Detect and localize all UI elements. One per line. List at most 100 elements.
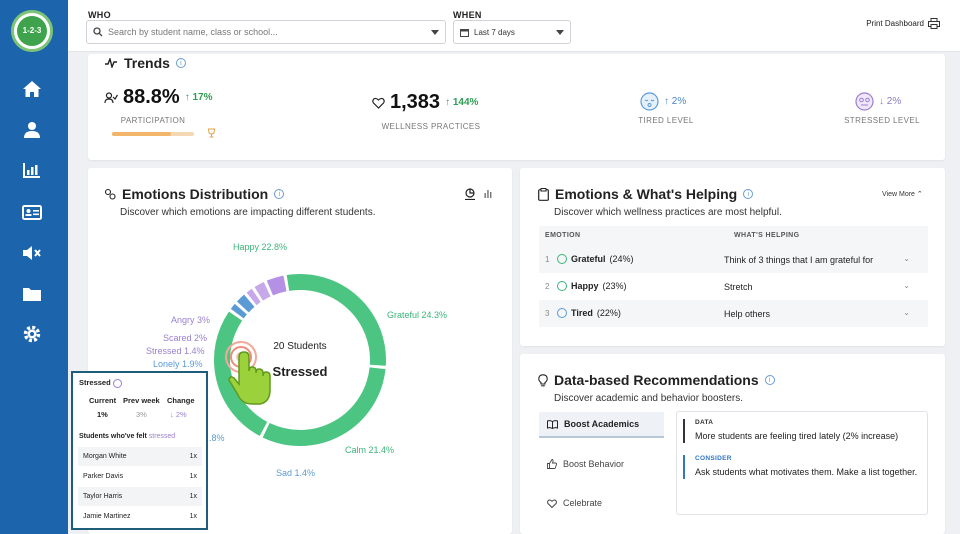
consider-label: CONSIDER xyxy=(695,455,732,462)
helping-row[interactable]: 3 Tired (22%) Help others ⌄ xyxy=(539,300,928,327)
label-scared: Scared 2% xyxy=(163,333,208,343)
donut-slice-angry[interactable] xyxy=(266,275,287,296)
stressed-level-label: STRESSED LEVEL xyxy=(844,116,920,125)
emotion-pct: (23%) xyxy=(602,281,627,291)
chevron-down-icon xyxy=(431,30,439,35)
emotion-name: Grateful xyxy=(571,254,606,264)
tooltip-student-row[interactable]: Jamie Martinez 1x xyxy=(78,507,202,526)
chevron-down-icon[interactable]: ⌄ xyxy=(903,281,910,290)
tab-boost-academics[interactable]: Boost Academics xyxy=(539,412,664,438)
view-more-label: View More xyxy=(882,191,915,198)
row-helping: Think of 3 things that I am grateful for xyxy=(724,255,874,265)
tired-face-icon xyxy=(640,92,659,111)
stressed-face-icon xyxy=(855,92,874,111)
donut-view-icon[interactable] xyxy=(464,188,476,200)
date-range-select[interactable]: Last 7 days xyxy=(453,20,571,44)
stressed-face-icon xyxy=(112,378,122,388)
emotions-donut-chart xyxy=(214,274,386,446)
tired-level-label: TIRED LEVEL xyxy=(638,116,694,125)
view-more-button[interactable]: View More ⌃ xyxy=(882,190,923,198)
bar-chart-icon[interactable] xyxy=(20,158,44,182)
stressed-tooltip: Stressed Current Prev week Change 1% 3% … xyxy=(71,371,208,530)
recommendation-panel: DATA More students are feeling tired lat… xyxy=(676,411,928,515)
emotion-name: Tired xyxy=(571,308,593,318)
trends-card xyxy=(88,54,945,160)
row-number: 3 xyxy=(545,309,550,318)
user-icon[interactable] xyxy=(20,118,44,142)
recommendations-title-text: Data-based Recommendations xyxy=(554,372,759,388)
folder-icon[interactable] xyxy=(20,282,44,306)
consider-text: Ask students what motivates them. Make a… xyxy=(695,467,918,477)
tooltip-students-heading: Students who've felt stressed xyxy=(79,433,175,440)
app-logo[interactable]: 1-2-3 xyxy=(11,10,53,52)
emotions-helping-title-text: Emotions & What's Helping xyxy=(555,186,738,202)
wellness-practices-label: WELLNESS PRACTICES xyxy=(381,122,481,131)
recommendations-title: Data-based Recommendations i xyxy=(538,372,775,388)
chevron-down-icon[interactable]: ⌄ xyxy=(903,254,910,263)
participation-change-value: 17% xyxy=(192,92,213,103)
donut-slice-happy[interactable] xyxy=(286,274,386,366)
home-icon[interactable] xyxy=(20,77,44,101)
who-label: WHO xyxy=(88,10,111,20)
tooltip-student-row[interactable]: Taylor Harris 1x xyxy=(78,487,202,506)
label-sad: Sad 1.4% xyxy=(276,468,316,478)
tooltip-student-row[interactable]: Parker Davis 1x xyxy=(78,467,202,486)
trends-title: Trends i xyxy=(104,55,186,71)
donut-slice-stressed[interactable] xyxy=(246,288,261,306)
search-placeholder: Search by student name, class or school.… xyxy=(108,27,278,37)
donut-slice-grateful[interactable] xyxy=(262,367,386,446)
chevron-down-icon[interactable]: ⌄ xyxy=(903,308,910,317)
stressed-change: ↓ 2% xyxy=(879,96,902,107)
emotion-pct: (24%) xyxy=(609,254,634,264)
donut-slice-calm[interactable] xyxy=(214,311,268,436)
info-icon[interactable]: i xyxy=(743,189,754,199)
col-emotion: EMOTION xyxy=(545,232,581,239)
info-icon[interactable]: i xyxy=(274,189,285,199)
student-count: 1x xyxy=(189,453,197,460)
thumbs-up-icon xyxy=(547,459,557,469)
donut-slice-lonely[interactable] xyxy=(236,294,255,313)
clipboard-icon xyxy=(538,187,549,201)
data-block: DATA More students are feeling tired lat… xyxy=(683,419,923,443)
tooltip-student-row[interactable]: Morgan White 1x xyxy=(78,447,202,466)
tooltip-col-current: Current xyxy=(89,396,117,405)
gear-icon[interactable] xyxy=(20,322,44,346)
participation-change: ↑ 17% xyxy=(184,92,213,103)
tab-celebrate[interactable]: Celebrate xyxy=(539,490,664,516)
label-lonely: Lonely 1.9% xyxy=(153,359,203,369)
heart-hand-icon xyxy=(372,97,385,109)
donut-slice-sad[interactable] xyxy=(230,303,247,319)
participation-icon xyxy=(104,91,118,103)
tired-change-value: 2% xyxy=(671,96,687,107)
chevron-up-icon: ⌃ xyxy=(916,191,923,198)
wellness-practices-value: 1,383 xyxy=(390,91,441,113)
participation-metric: 88.8% ↑ 17% xyxy=(104,86,213,109)
chevron-down-icon xyxy=(556,30,564,35)
data-text: More students are feeling tired lately (… xyxy=(695,431,899,441)
student-name: Taylor Harris xyxy=(83,493,123,500)
info-icon[interactable]: i xyxy=(175,58,186,68)
data-label: DATA xyxy=(695,419,714,426)
id-card-icon[interactable] xyxy=(20,200,44,224)
label-angry: Angry 3% xyxy=(171,315,211,325)
participation-progress-bar xyxy=(112,132,194,136)
helping-row[interactable]: 1 Grateful (24%) Think of 3 things that I… xyxy=(539,246,928,273)
print-dashboard-button[interactable]: Print Dashboard xyxy=(866,18,940,29)
tired-change: ↑ 2% xyxy=(664,96,687,107)
row-emotion: Tired (22%) xyxy=(557,308,621,318)
wellness-practices-change: ↑ 144% xyxy=(445,97,479,108)
sidebar: 1-2-3 xyxy=(0,0,68,534)
recommendations-subtitle: Discover academic and behavior boosters. xyxy=(554,393,743,404)
tab-boost-behavior[interactable]: Boost Behavior xyxy=(539,451,664,477)
tooltip-students-prefix: Students who've felt xyxy=(79,433,147,440)
donut-slice-scared[interactable] xyxy=(254,282,271,301)
student-count: 1x xyxy=(189,493,197,500)
trophy-icon xyxy=(207,128,216,138)
tooltip-title-text: Stressed xyxy=(79,378,111,387)
info-icon[interactable]: i xyxy=(764,375,775,385)
bar-view-icon[interactable] xyxy=(484,189,492,198)
helping-row[interactable]: 2 Happy (23%) Stretch ⌄ xyxy=(539,273,928,300)
participation-value: 88.8% xyxy=(123,86,180,108)
search-input[interactable]: Search by student name, class or school.… xyxy=(86,20,446,44)
mute-icon[interactable] xyxy=(20,241,44,265)
